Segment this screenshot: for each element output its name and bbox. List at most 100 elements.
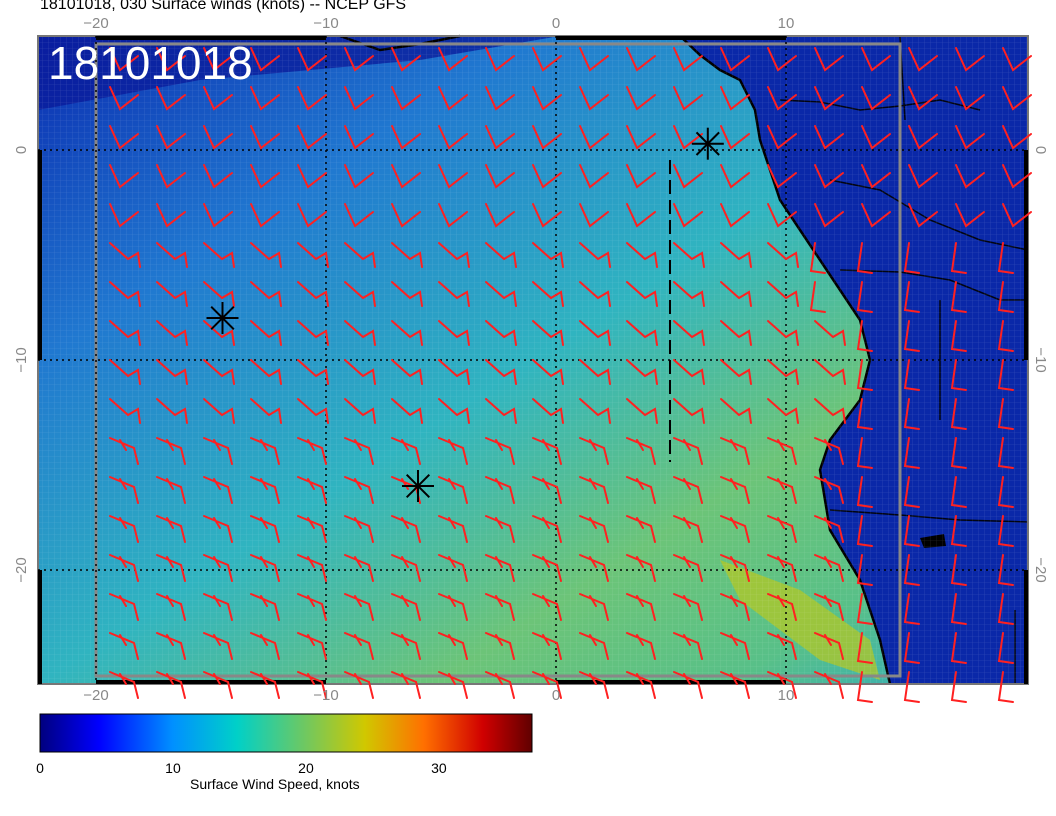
wind-barb xyxy=(344,554,374,582)
wind-barb xyxy=(856,320,873,352)
wind-barb xyxy=(250,632,280,660)
colorbar-ticks: 0 10 20 30 xyxy=(36,760,447,776)
wind-barb xyxy=(485,515,515,543)
wind-barb xyxy=(391,203,421,228)
wind-barb xyxy=(950,398,967,430)
wind-barb xyxy=(203,632,233,660)
wind-barb xyxy=(297,437,327,465)
wind-barb xyxy=(203,164,233,189)
wind-barb xyxy=(720,593,750,621)
wind-barb xyxy=(250,242,282,268)
lon-tick-top: 10 xyxy=(778,15,795,32)
wind-barb xyxy=(856,593,873,625)
wind-barb xyxy=(250,476,280,504)
wind-barb xyxy=(485,86,515,111)
wind-barb xyxy=(438,125,468,150)
wind-barb xyxy=(720,47,750,72)
wind-barb xyxy=(532,125,562,150)
wind-barb xyxy=(203,86,233,111)
wind-barb xyxy=(344,632,374,660)
wind-barb xyxy=(532,320,564,346)
wind-barb xyxy=(109,281,141,307)
wind-barb xyxy=(438,671,468,699)
wind-barb xyxy=(1002,164,1032,189)
wind-barb xyxy=(203,671,233,699)
wind-barb xyxy=(1002,47,1032,72)
wind-barb xyxy=(720,554,750,582)
wind-barb xyxy=(297,671,327,699)
wind-barb xyxy=(579,398,611,424)
wind-barb xyxy=(955,203,985,228)
wind-barb xyxy=(203,476,233,504)
wind-barb xyxy=(250,86,280,111)
wind-barb xyxy=(861,86,891,111)
wind-barb xyxy=(344,437,374,465)
wind-barb xyxy=(809,242,826,274)
wind-barb xyxy=(344,47,374,72)
wind-barb xyxy=(720,164,750,189)
wind-barb xyxy=(203,437,233,465)
wind-barb xyxy=(903,398,920,430)
lon-labels-top: −20 −10 0 10 xyxy=(83,15,794,32)
storm-marker xyxy=(691,127,724,160)
wind-barb xyxy=(485,398,517,424)
wind-barb xyxy=(856,476,873,508)
wind-barb xyxy=(767,359,799,385)
wind-barb xyxy=(767,242,799,268)
wind-barb xyxy=(856,632,873,664)
wind-barb xyxy=(1002,125,1032,150)
wind-barb xyxy=(438,398,470,424)
wind-barb xyxy=(297,281,329,307)
wind-barb xyxy=(485,671,515,699)
wind-barb xyxy=(156,515,186,543)
wind-barb xyxy=(579,242,611,268)
wind-barb xyxy=(814,125,844,150)
wind-barb xyxy=(673,320,705,346)
wind-barb xyxy=(579,125,609,150)
wind-barb xyxy=(673,554,703,582)
lon-tick-bottom: 10 xyxy=(778,687,795,704)
wind-barb xyxy=(579,671,609,699)
wind-barb xyxy=(485,164,515,189)
lat-tick-right: −10 xyxy=(1032,347,1049,372)
lon-tick-top: −10 xyxy=(313,15,338,32)
wind-barb xyxy=(250,125,280,150)
wind-barb xyxy=(626,593,656,621)
wind-barb xyxy=(485,359,517,385)
wind-barb xyxy=(156,164,186,189)
wind-barb xyxy=(438,47,468,72)
wind-barb xyxy=(579,593,609,621)
wind-barb xyxy=(156,125,186,150)
wind-barb xyxy=(297,398,329,424)
wind-barb xyxy=(814,671,844,699)
wind-barb xyxy=(626,203,656,228)
wind-barb xyxy=(814,476,844,504)
lon-tick-top: −20 xyxy=(83,15,108,32)
wind-barb xyxy=(673,164,703,189)
wind-barb xyxy=(814,86,844,111)
wind-barb xyxy=(156,86,186,111)
wind-barb xyxy=(391,671,421,699)
wind-barb xyxy=(767,632,797,660)
wind-barb xyxy=(297,125,327,150)
wind-barb xyxy=(156,632,186,660)
wind-barb xyxy=(908,203,938,228)
wind-barb xyxy=(579,359,611,385)
wind-barb xyxy=(903,281,920,313)
wind-barb xyxy=(391,86,421,111)
wind-barb xyxy=(532,515,562,543)
wind-barb xyxy=(109,203,139,228)
lon-tick-bottom: −20 xyxy=(83,687,108,704)
wind-barb xyxy=(856,437,873,469)
lon-tick-top: 0 xyxy=(552,15,560,32)
wind-barb xyxy=(720,437,750,465)
wind-barb xyxy=(344,125,374,150)
wind-barb xyxy=(579,554,609,582)
wind-barb xyxy=(861,203,891,228)
wind-barb xyxy=(532,593,562,621)
wind-barb xyxy=(485,320,517,346)
lat-tick-right: 0 xyxy=(1032,146,1049,154)
wind-barb xyxy=(250,164,280,189)
wind-barb xyxy=(856,515,873,547)
wind-barb xyxy=(438,476,468,504)
